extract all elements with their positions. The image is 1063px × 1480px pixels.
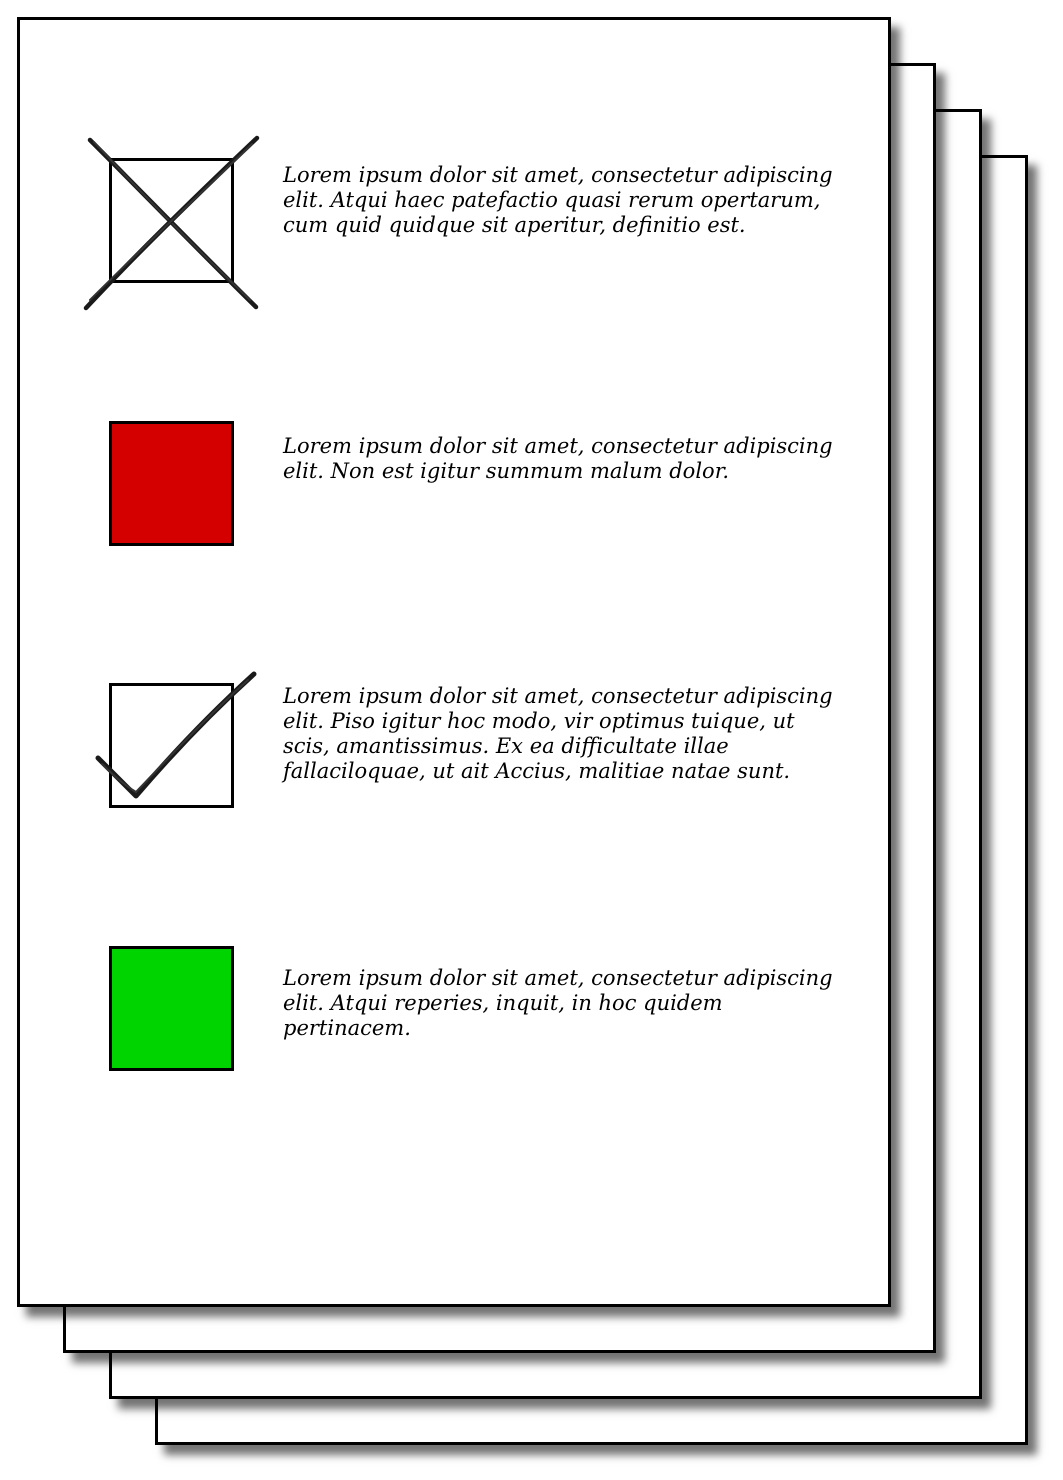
- item-text-1: Lorem ipsum dolor sit amet, consectetur …: [283, 163, 833, 237]
- item-text-3: Lorem ipsum dolor sit amet, consectetur …: [283, 684, 833, 783]
- checked-box: [109, 683, 234, 808]
- item-text-4: Lorem ipsum dolor sit amet, consectetur …: [283, 966, 833, 1040]
- check-mark-icon: [95, 671, 257, 799]
- cross-mark-icon: [83, 135, 260, 311]
- item-text-2: Lorem ipsum dolor sit amet, consectetur …: [283, 434, 833, 483]
- red-box: [109, 421, 234, 546]
- green-box: [109, 946, 234, 1071]
